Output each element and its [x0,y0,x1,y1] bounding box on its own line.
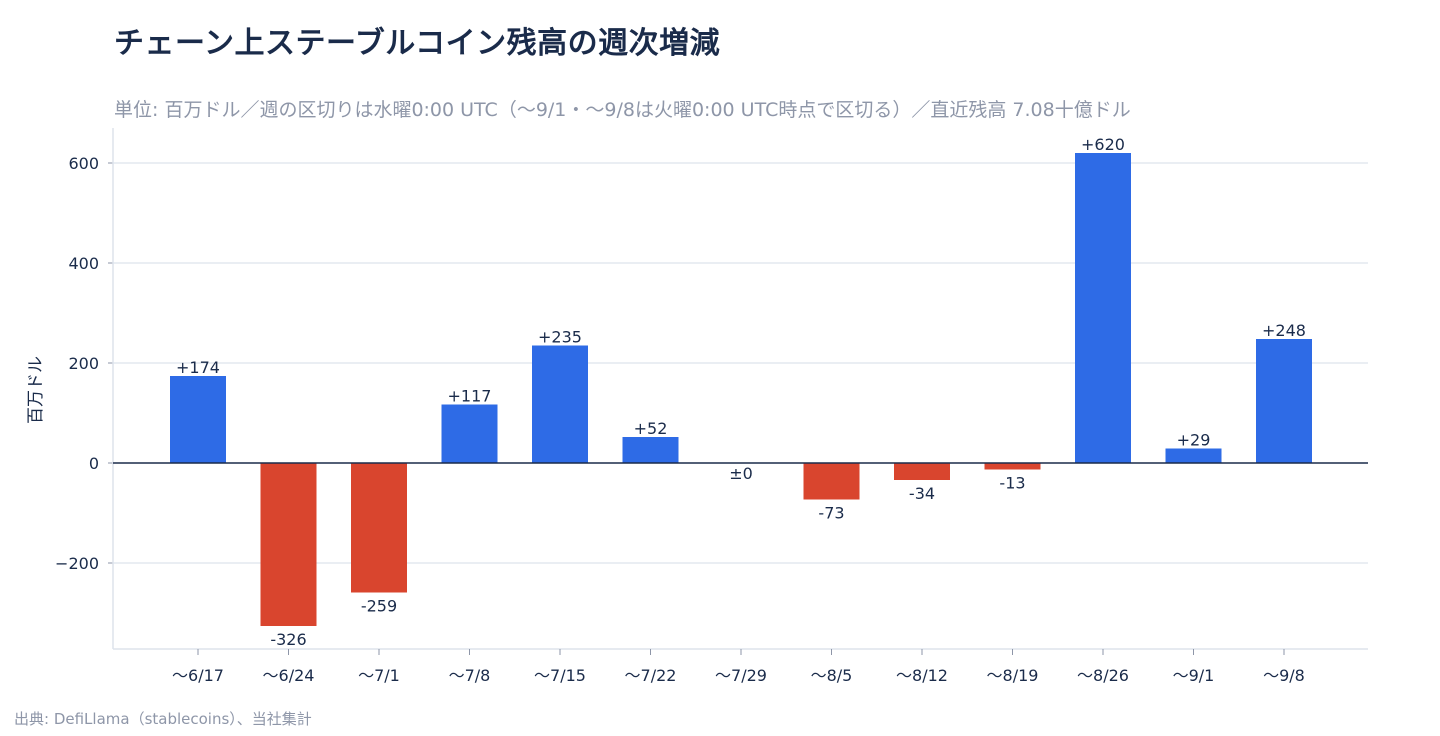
y-axis-label: 百万ドル [26,356,46,424]
chart-subtitle: 単位: 百万ドル／週の区切りは水曜0:00 UTC（〜9/1・〜9/8は火曜0:… [114,99,1131,121]
x-tick-label: 〜7/29 [715,666,767,685]
data-label: +235 [538,328,582,347]
bar-layer [170,153,1312,626]
bar [351,463,407,593]
x-tick-label: 〜6/24 [263,666,315,685]
x-tick-label: 〜7/22 [625,666,677,685]
data-label: ±0 [729,464,753,483]
x-tick-label: 〜8/26 [1077,666,1129,685]
data-label: +620 [1081,135,1125,154]
data-label: +117 [448,387,492,406]
bar [1256,339,1312,463]
bar [894,463,950,480]
y-tick-label: 200 [68,354,99,373]
data-label: -326 [270,630,306,649]
x-tick-label: 〜6/17 [172,666,224,685]
source-note: 出典: DefiLlama（stablecoins）、当社集計 [14,710,312,728]
x-tick-label: 〜9/1 [1173,666,1215,685]
x-tick-label: 〜7/1 [358,666,400,685]
x-tick-label: 〜8/19 [987,666,1039,685]
bar [622,437,679,463]
data-label: +174 [176,358,220,377]
x-tick-label: 〜8/12 [896,666,948,685]
grid-layer [113,162,1368,564]
y-tick-label: 0 [89,454,99,473]
bar [984,463,1041,470]
bar [441,404,498,463]
x-tick-label: 〜8/5 [811,666,853,685]
x-tick-label: 〜7/8 [449,666,491,685]
bar [260,463,317,626]
data-label: -13 [999,474,1025,493]
x-tick-label: 〜7/15 [534,666,586,685]
y-tick-label: −200 [55,554,99,573]
label-layer: +174 -326 -259 +117 +235 +52 ±0 -73 -34 -13 +620 +2… [113,135,1368,649]
data-label: -34 [909,484,935,503]
bar [1165,448,1222,463]
data-label: +52 [634,419,668,438]
bar [1075,153,1131,463]
bar [803,463,860,500]
data-label: +29 [1177,431,1211,450]
y-tick-label: 600 [68,154,99,173]
data-label: +248 [1262,321,1306,340]
axis-layer: −200 0 200 400 600 〜6/17 〜6/24 〜7/1 〜7/8 〜7/15 〜7/… [55,128,1368,685]
bar [532,345,588,463]
data-label: -259 [361,597,397,616]
chart-title: チェーン上ステーブルコイン残高の週次増減 [114,26,721,61]
x-tick-label: 〜9/8 [1263,666,1305,685]
data-label: -73 [818,504,844,523]
y-tick-label: 400 [68,254,99,273]
bar [170,376,226,463]
